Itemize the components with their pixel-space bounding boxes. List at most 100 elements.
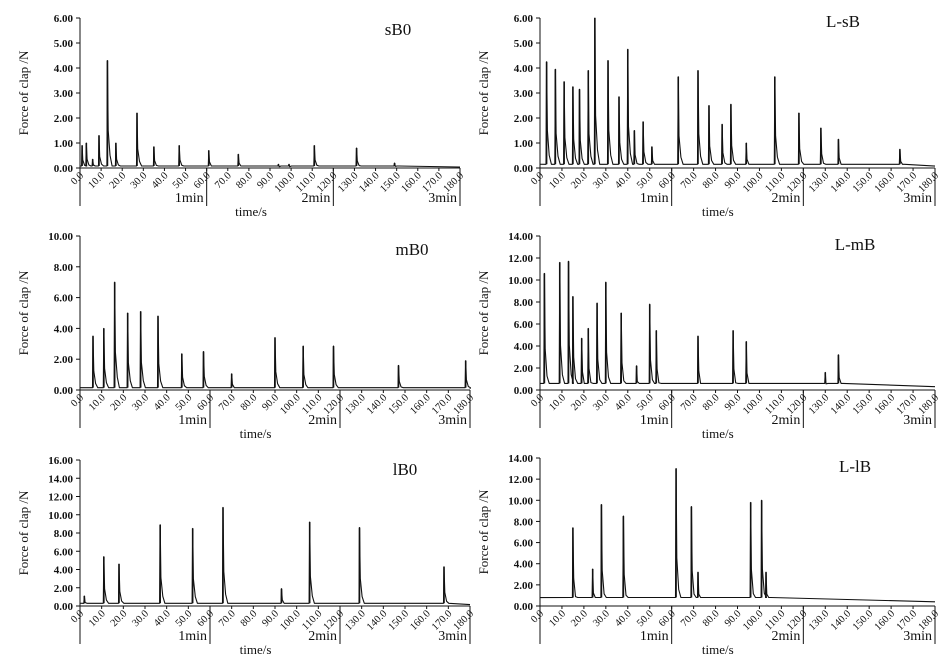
force-trace bbox=[79, 506, 471, 606]
y-tick-label: 8.00 bbox=[514, 516, 534, 528]
x-tick-label: 20.0 bbox=[109, 392, 130, 413]
x-tick-label: 40.0 bbox=[150, 170, 171, 191]
x-tick-label: 10.0 bbox=[547, 170, 568, 191]
y-tick-label: 0.00 bbox=[514, 163, 534, 175]
y-axis-title: Force of clap /N bbox=[16, 270, 31, 355]
y-tick-label: 0.00 bbox=[54, 163, 74, 175]
x-tick-label: 70.0 bbox=[217, 392, 238, 413]
x-tick-label: 60.0 bbox=[657, 170, 678, 191]
x-tick-label: 40.0 bbox=[613, 392, 634, 413]
y-tick-label: 16.00 bbox=[48, 455, 73, 467]
x-tick-label: 30.0 bbox=[591, 392, 612, 413]
x-tick-label: 70.0 bbox=[217, 608, 238, 629]
minute-label: 3min bbox=[438, 413, 467, 428]
x-tick-label: 80.0 bbox=[239, 608, 260, 629]
y-tick-label: 1.00 bbox=[514, 138, 534, 150]
y-tick-label: 6.00 bbox=[54, 546, 74, 558]
y-tick-label: 6.00 bbox=[54, 293, 74, 305]
y-tick-label: 4.00 bbox=[514, 341, 534, 353]
minute-label: 1min bbox=[175, 191, 204, 206]
y-tick-label: 2.00 bbox=[54, 354, 74, 366]
x-tick-label: 160.0 bbox=[408, 392, 432, 416]
x-tick-label: 130.0 bbox=[336, 170, 360, 194]
chart-title: L-lB bbox=[839, 457, 871, 476]
y-tick-label: 4.00 bbox=[54, 323, 74, 335]
x-tick-label: 100.0 bbox=[741, 608, 765, 632]
x-tick-label: 10.0 bbox=[547, 608, 568, 629]
y-tick-label: 2.00 bbox=[54, 583, 74, 595]
x-tick-label: 100.0 bbox=[273, 170, 297, 194]
x-axis-title: time/s bbox=[702, 204, 734, 219]
x-tick-label: 130.0 bbox=[807, 170, 831, 194]
y-tick-label: 5.00 bbox=[54, 38, 74, 50]
x-tick-label: 20.0 bbox=[109, 608, 130, 629]
chart-title: sB0 bbox=[385, 20, 411, 39]
x-tick-label: 100.0 bbox=[741, 170, 765, 194]
x-tick-label: 90.0 bbox=[723, 608, 744, 629]
minute-label: 2min bbox=[772, 629, 801, 644]
x-tick-label: 20.0 bbox=[569, 170, 590, 191]
minute-label: 2min bbox=[302, 191, 331, 206]
x-tick-label: 50.0 bbox=[174, 608, 195, 629]
force-trace bbox=[539, 17, 936, 167]
x-tick-label: 150.0 bbox=[851, 608, 875, 632]
x-tick-label: 40.0 bbox=[613, 170, 634, 191]
y-tick-label: 8.00 bbox=[514, 297, 534, 309]
x-tick-label: 60.0 bbox=[195, 608, 216, 629]
x-tick-label: 130.0 bbox=[807, 608, 831, 632]
x-tick-label: 80.0 bbox=[701, 608, 722, 629]
y-tick-label: 14.00 bbox=[508, 453, 533, 465]
x-tick-label: 10.0 bbox=[86, 170, 107, 191]
y-tick-label: 2.00 bbox=[54, 113, 74, 125]
y-tick-label: 14.00 bbox=[508, 231, 533, 243]
x-tick-label: 60.0 bbox=[192, 170, 213, 191]
chart-1: 0.001.002.003.004.005.006.000.0 10.0 20.0 3… bbox=[16, 13, 466, 219]
y-tick-label: 4.00 bbox=[54, 63, 74, 75]
x-tick-label: 160.0 bbox=[399, 170, 423, 194]
x-tick-label: 70.0 bbox=[679, 170, 700, 191]
x-tick-label: 160.0 bbox=[408, 608, 432, 632]
minute-label: 1min bbox=[640, 629, 669, 644]
y-tick-label: 3.00 bbox=[54, 88, 74, 100]
x-tick-label: 80.0 bbox=[234, 170, 255, 191]
x-tick-label: 140.0 bbox=[357, 170, 381, 194]
y-tick-label: 10.00 bbox=[48, 231, 73, 243]
y-tick-label: 5.00 bbox=[514, 38, 534, 50]
minute-label: 2min bbox=[772, 413, 801, 428]
y-tick-label: 6.00 bbox=[514, 319, 534, 331]
y-tick-label: 10.00 bbox=[48, 510, 73, 522]
x-tick-label: 160.0 bbox=[873, 170, 897, 194]
x-tick-label: 20.0 bbox=[569, 608, 590, 629]
x-tick-label: 30.0 bbox=[130, 608, 151, 629]
x-tick-label: 60.0 bbox=[195, 392, 216, 413]
y-axis-title: Force of clap /N bbox=[16, 490, 31, 575]
force-trace bbox=[540, 260, 936, 388]
y-tick-label: 10.00 bbox=[508, 275, 533, 287]
minute-label: 1min bbox=[640, 413, 669, 428]
chart-title: mB0 bbox=[395, 240, 428, 259]
y-tick-label: 10.00 bbox=[508, 495, 533, 507]
y-tick-label: 2.00 bbox=[514, 580, 534, 592]
y-tick-label: 4.00 bbox=[514, 559, 534, 571]
chart-2: 0.001.002.003.004.005.006.000.0 10.0 20.0 3… bbox=[476, 12, 941, 219]
x-tick-label: 50.0 bbox=[635, 608, 656, 629]
y-axis-title: Force of clap /N bbox=[476, 270, 491, 355]
y-tick-label: 12.00 bbox=[48, 492, 73, 504]
x-tick-label: 80.0 bbox=[701, 170, 722, 191]
x-tick-label: 30.0 bbox=[130, 392, 151, 413]
y-tick-label: 6.00 bbox=[514, 13, 534, 25]
x-tick-label: 140.0 bbox=[829, 608, 853, 632]
x-tick-label: 140.0 bbox=[365, 392, 389, 416]
minute-label: 2min bbox=[772, 191, 801, 206]
y-tick-label: 8.00 bbox=[54, 262, 74, 274]
y-tick-label: 4.00 bbox=[514, 63, 534, 75]
x-tick-label: 100.0 bbox=[741, 392, 765, 416]
x-tick-label: 150.0 bbox=[851, 170, 875, 194]
x-axis-title: time/s bbox=[240, 426, 272, 441]
y-tick-label: 0.00 bbox=[54, 385, 74, 397]
y-tick-label: 2.00 bbox=[514, 363, 534, 375]
minute-label: 2min bbox=[308, 413, 337, 428]
minute-label: 3min bbox=[903, 413, 932, 428]
y-tick-label: 12.00 bbox=[508, 474, 533, 486]
